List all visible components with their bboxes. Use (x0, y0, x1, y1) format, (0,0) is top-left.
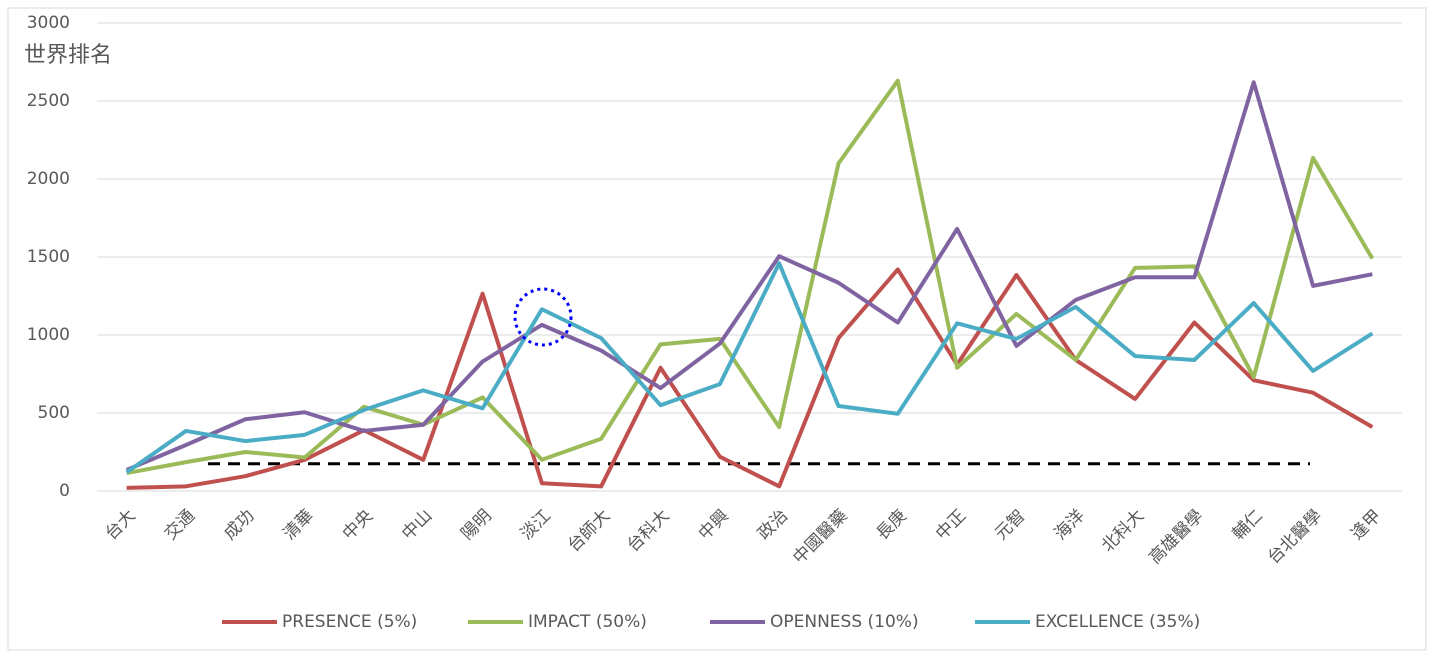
series-line (126, 267, 1374, 490)
legend-label: IMPACT (50%) (528, 612, 647, 632)
legend-label: PRESENCE (5%) (282, 612, 417, 632)
y-tick-label: 1000 (27, 325, 70, 345)
y-tick-label: 2000 (27, 169, 70, 189)
y-tick-label: 3000 (27, 13, 70, 33)
y-tick-label: 2500 (27, 91, 70, 111)
y-tick-label: 0 (59, 481, 70, 501)
y-tick-label: 1500 (27, 247, 70, 267)
chart-border (7, 7, 1427, 651)
series-line (125, 261, 1374, 474)
legend-label: OPENNESS (10%) (770, 612, 919, 632)
highlight-circle (513, 287, 573, 347)
legend-label: EXCELLENCE (35%) (1035, 612, 1200, 632)
y-axis-label: 世界排名 (24, 43, 112, 68)
y-tick-label: 500 (38, 403, 70, 423)
series-line (126, 78, 1375, 476)
